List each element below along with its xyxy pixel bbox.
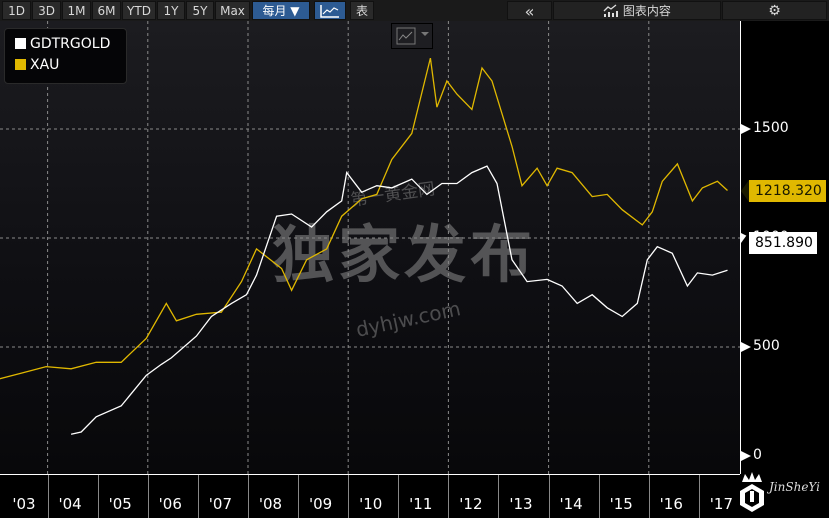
- y-tick-label: 1500: [753, 120, 789, 136]
- x-tick-separator: [448, 475, 450, 518]
- x-tick-separator: [698, 475, 700, 518]
- double-chevron-left-icon: «: [524, 2, 535, 21]
- x-tick-label: '05: [108, 495, 132, 513]
- range-ytd-button[interactable]: YTD: [122, 1, 156, 20]
- x-tick-label: '16: [659, 495, 683, 513]
- y-tick-marker: [741, 451, 751, 461]
- y-tick-label: 500: [753, 338, 780, 354]
- range-1m-button[interactable]: 1M: [62, 1, 91, 20]
- x-tick-separator: [598, 475, 600, 518]
- x-tick-separator: [498, 475, 500, 518]
- line-chart-icon: [320, 5, 339, 18]
- chevron-down-icon: [421, 32, 429, 36]
- chart-content-button[interactable]: 图表内容: [553, 1, 721, 20]
- legend-swatch: [15, 59, 26, 70]
- x-tick-separator: [197, 475, 199, 518]
- y-tick-label: 0: [753, 447, 762, 463]
- x-tick-separator: [648, 475, 650, 518]
- range-1y-button[interactable]: 1Y: [157, 1, 185, 20]
- gdtrgold-last-price-tag: 851.890: [741, 232, 817, 254]
- x-tick-label: '14: [559, 495, 583, 513]
- chart-content-label: 图表内容: [622, 4, 671, 18]
- x-tick-separator: [348, 475, 350, 518]
- x-tick-label: '04: [58, 495, 82, 513]
- x-tick-label: '07: [208, 495, 232, 513]
- x-tick-label: '06: [158, 495, 182, 513]
- x-tick-label: '10: [359, 495, 383, 513]
- x-tick-label: '13: [509, 495, 533, 513]
- range-1d-button[interactable]: 1D: [2, 1, 31, 20]
- y-tick-marker: [741, 342, 751, 352]
- legend-label: GDTRGOLD: [30, 36, 111, 52]
- x-tick-label: '09: [308, 495, 333, 513]
- range-6m-button[interactable]: 6M: [92, 1, 121, 20]
- collapse-button[interactable]: «: [507, 1, 552, 21]
- frequency-dropdown[interactable]: 每月 ▼: [252, 1, 310, 20]
- x-tick-separator: [147, 475, 149, 518]
- line-chart-icon: [396, 27, 416, 45]
- x-tick-separator: [548, 475, 550, 518]
- chart-type-button[interactable]: [314, 1, 346, 20]
- legend-swatch: [15, 38, 26, 49]
- x-tick-label: '03: [12, 495, 36, 513]
- jinsheyi-logo: JinSheYi: [735, 470, 829, 517]
- x-tick-label: '15: [609, 495, 633, 513]
- x-tick-label: '08: [258, 495, 283, 513]
- x-axis: '03 '04 '05 '06 '07 '08 '09 '10 '11 '12 '13 '14 '15 '…: [0, 474, 740, 518]
- chart-legend: GDTRGOLD XAU: [4, 28, 127, 84]
- legend-label: XAU: [30, 57, 60, 73]
- legend-item-xau[interactable]: XAU: [15, 57, 59, 73]
- logo-text: JinSheYi: [769, 480, 820, 494]
- x-tick-separator: [97, 475, 99, 518]
- toolbar: 1D 3D 1M 6M YTD 1Y 5Y Max 每月 ▼ 表 « 图表内容 …: [0, 0, 829, 21]
- x-tick-separator: [247, 475, 249, 518]
- x-tick-label: '12: [459, 495, 483, 513]
- settings-button[interactable]: ⚙: [722, 1, 827, 20]
- range-5y-button[interactable]: 5Y: [186, 1, 214, 20]
- chart-content-icon: [603, 4, 619, 17]
- x-tick-label: '11: [409, 495, 433, 513]
- x-tick-separator: [398, 475, 400, 518]
- legend-item-gdtrgold[interactable]: GDTRGOLD: [15, 36, 110, 52]
- x-tick-separator: [47, 475, 49, 518]
- table-view-button[interactable]: 表: [350, 1, 374, 20]
- gear-icon: ⚙: [768, 3, 781, 19]
- range-max-button[interactable]: Max: [215, 1, 250, 20]
- xau-last-price-tag: 1218.320: [741, 180, 826, 202]
- x-tick-separator: [298, 475, 300, 518]
- chart-style-selector[interactable]: [391, 23, 433, 49]
- crown-shield-icon: [740, 472, 764, 512]
- watermark-main: 独家发布: [272, 218, 537, 291]
- y-tick-marker: [741, 124, 751, 134]
- range-3d-button[interactable]: 3D: [32, 1, 61, 20]
- x-tick-label: '17: [709, 495, 733, 513]
